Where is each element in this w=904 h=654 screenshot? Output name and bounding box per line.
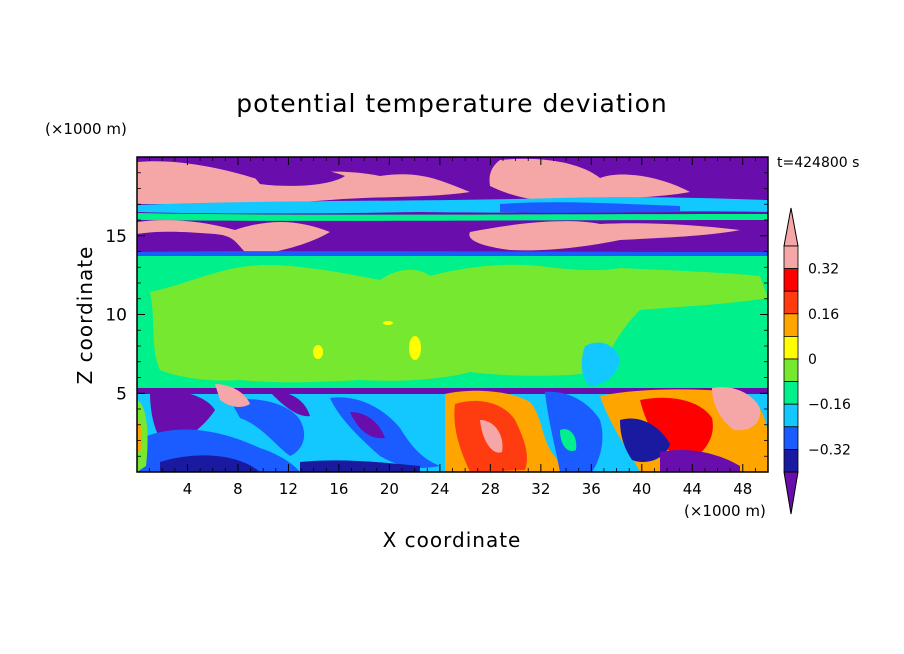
colorbar-bin-3 xyxy=(783,403,799,428)
y-axis: 5 10 15 xyxy=(105,172,768,457)
x-tick-label-11: 48 xyxy=(733,480,752,498)
x-tick-label-5: 24 xyxy=(430,480,449,498)
x-tick-label-9: 40 xyxy=(632,480,651,498)
chart-title: potential temperature deviation xyxy=(236,89,667,118)
mid-yellow-spot-3 xyxy=(383,321,393,325)
colorbar: 0.32 0.16 0 −0.16 −0.32 xyxy=(783,207,851,515)
colorbar-bin-5 xyxy=(783,358,799,383)
bl-pink-core xyxy=(480,420,503,453)
x-tick-label-8: 36 xyxy=(582,480,601,498)
colorbar-bin-10 xyxy=(783,245,799,270)
colorbar-bin-8 xyxy=(783,290,799,315)
x-tick-label-10: 44 xyxy=(683,480,702,498)
bl-orange-left-edge xyxy=(137,420,143,452)
bl-darkblue-eddy xyxy=(160,455,260,472)
bl-purple-mid xyxy=(270,391,310,417)
bl-purple-strip xyxy=(137,388,768,394)
upper-blue-streak xyxy=(500,202,680,213)
mid-yellow-spot-2 xyxy=(409,336,421,360)
y-tick-label-1: 10 xyxy=(105,306,127,326)
plot-field xyxy=(137,157,768,472)
colorbar-bin-7 xyxy=(783,313,799,337)
colorbar-bin-2 xyxy=(783,426,799,450)
bl-purple-right xyxy=(660,449,740,472)
x-axis: 4 8 12 16 20 24 28 32 36 40 44 48 xyxy=(149,157,756,498)
bl-darkblue-bottom xyxy=(300,460,420,472)
x-tick-label-0: 4 xyxy=(183,480,193,498)
pink-blob-z15-right xyxy=(469,221,740,251)
y-tick-label-0: 5 xyxy=(116,384,127,404)
upper-green-streak xyxy=(137,213,768,221)
x-tick-label-7: 32 xyxy=(531,480,550,498)
bl-red-right xyxy=(640,397,713,460)
x-tick-label-1: 8 xyxy=(233,480,243,498)
bl-green-right-mid xyxy=(560,429,577,452)
time-label: t=424800 s xyxy=(777,155,859,171)
bl-pink-right xyxy=(712,386,761,431)
y-unit-label: (×1000 m) xyxy=(45,120,127,138)
bl-blue-eddy-right xyxy=(620,418,670,463)
upper-pink-blob-right xyxy=(489,158,690,203)
colorbar-bin-9 xyxy=(783,268,799,292)
x-unit-label: (×1000 m) xyxy=(684,502,766,520)
mid-cyan-patch xyxy=(581,342,620,386)
colorbar-label-3: −0.16 xyxy=(808,397,851,413)
colorbar-label-4: −0.32 xyxy=(808,442,851,458)
colorbar-top-arrow xyxy=(783,207,799,247)
bl-pink-edge-left xyxy=(215,384,250,407)
colorbar-label-0: 0.32 xyxy=(808,262,839,278)
colorbar-bin-1 xyxy=(783,448,799,473)
colorbar-bin-6 xyxy=(783,335,799,360)
colorbar-label-1: 0.16 xyxy=(808,307,839,323)
colorbar-label-2: 0 xyxy=(808,352,817,368)
y-axis-label: Z coordinate xyxy=(73,246,97,385)
x-tick-label-3: 16 xyxy=(329,480,348,498)
bl-blue-right-center xyxy=(545,391,603,472)
y-tick-label-2: 15 xyxy=(105,227,127,247)
x-tick-label-4: 20 xyxy=(380,480,399,498)
x-axis-label: X coordinate xyxy=(383,528,522,552)
blue-line-z14 xyxy=(137,251,768,256)
mid-lightgreen-area xyxy=(150,264,768,383)
pink-blob-z15-left xyxy=(137,220,330,256)
colorbar-bin-4 xyxy=(783,381,799,405)
x-tick-label-2: 12 xyxy=(279,480,298,498)
colorbar-bottom-arrow xyxy=(783,471,799,515)
bl-blue-swirl-1 xyxy=(230,398,305,456)
mid-yellow-spot-1 xyxy=(313,345,323,359)
bl-green-left-edge xyxy=(137,400,148,472)
x-tick-label-6: 28 xyxy=(481,480,500,498)
upper-purple-patch xyxy=(250,167,345,186)
bl-purple-swirl xyxy=(350,412,385,439)
